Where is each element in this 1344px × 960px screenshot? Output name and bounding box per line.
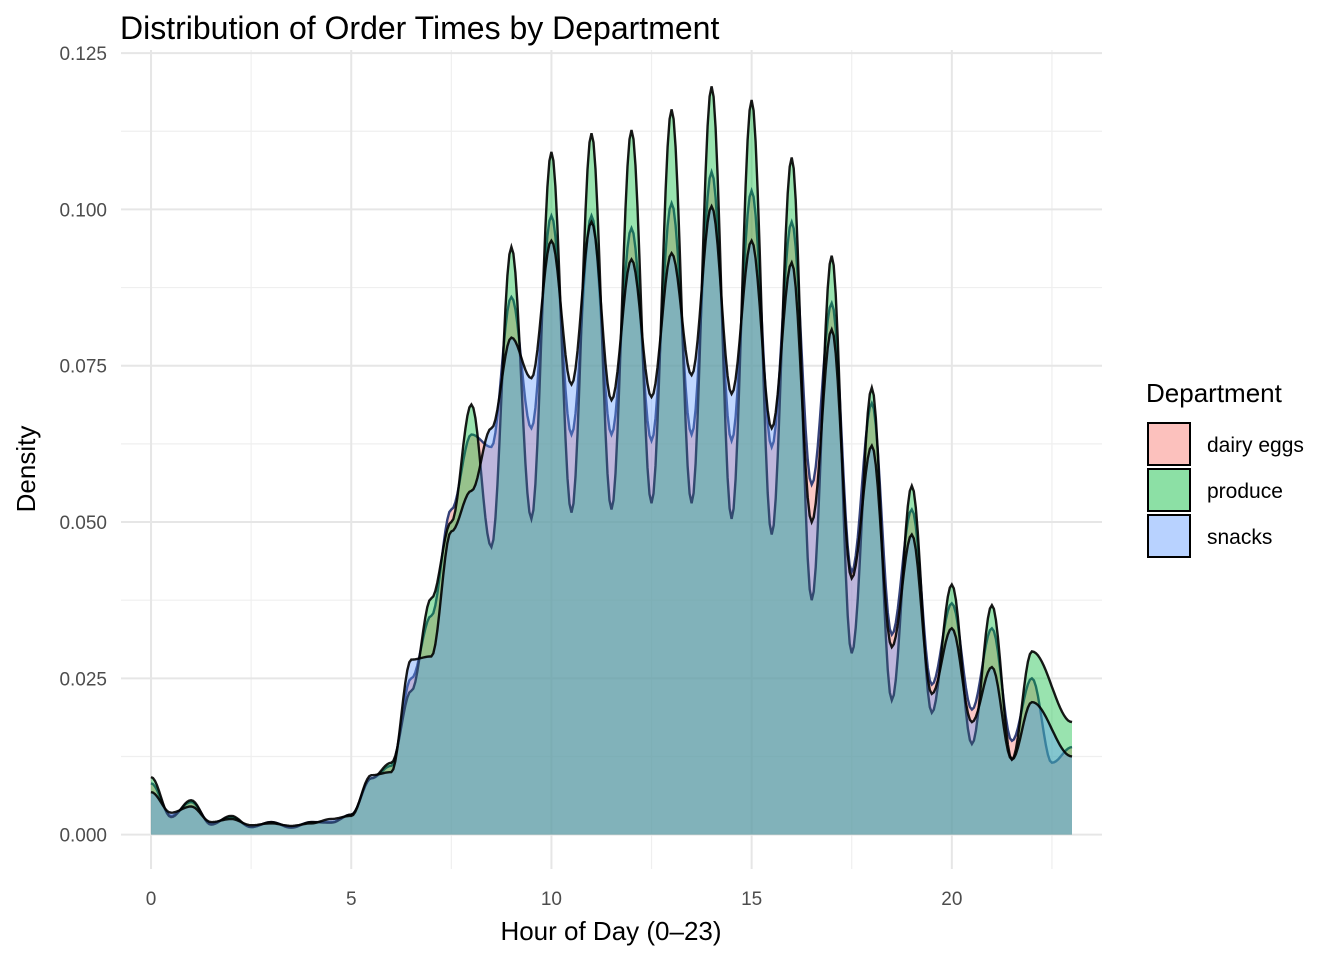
- y-tick-label: 0.100: [59, 200, 107, 221]
- legend-key-bg: [1148, 515, 1190, 557]
- legend-key-bg: [1148, 469, 1190, 511]
- x-tick-label: 0: [146, 889, 157, 910]
- x-axis-ticks: 0 5 10 15 20: [146, 889, 963, 910]
- legend-key-bg: [1148, 423, 1190, 465]
- x-tick-label: 20: [941, 889, 962, 910]
- density-line-snacks: [150, 203, 1073, 828]
- y-tick-label: 0.000: [59, 826, 107, 847]
- legend-key-snacks: [1147, 514, 1191, 558]
- x-tick-label: 15: [741, 889, 762, 910]
- legend-key-dairy-eggs: [1147, 422, 1191, 466]
- chart-title: Distribution of Order Times by Departmen…: [120, 10, 719, 46]
- density-areas: [150, 86, 1073, 835]
- legend-key-produce: [1147, 468, 1191, 512]
- y-axis-ticks: 0.000 0.025 0.050 0.075 0.100 0.125: [59, 44, 107, 846]
- legend-label: dairy eggs: [1207, 434, 1304, 457]
- y-tick-label: 0.125: [59, 44, 107, 65]
- y-axis-title: Density: [11, 426, 41, 513]
- plot-grid: [121, 50, 1102, 869]
- legend: Department dairy eggs produce snacks: [1146, 378, 1304, 558]
- x-tick-label: 5: [346, 889, 357, 910]
- legend-title: Department: [1146, 378, 1283, 408]
- y-tick-label: 0.025: [59, 669, 107, 690]
- x-axis-title: Hour of Day (0–23): [500, 916, 721, 946]
- density-area-dairy-eggs: [151, 171, 1072, 835]
- y-tick-label: 0.075: [59, 357, 107, 378]
- density-area-produce: [151, 86, 1072, 835]
- y-tick-label: 0.050: [59, 513, 107, 534]
- x-tick-label: 10: [541, 889, 562, 910]
- density-area-snacks: [151, 206, 1072, 835]
- legend-label: produce: [1207, 480, 1283, 503]
- legend-label: snacks: [1207, 526, 1272, 549]
